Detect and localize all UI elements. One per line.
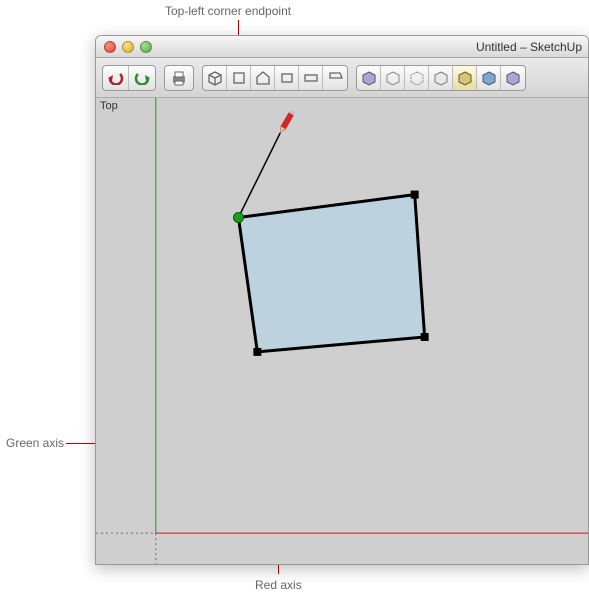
top-icon: [327, 70, 343, 86]
view-top-button[interactable]: [251, 66, 275, 90]
pencil-cursor: [278, 110, 296, 135]
redo-button[interactable]: [129, 66, 155, 90]
app-window: Untitled – SketchUp: [95, 35, 589, 565]
rubber-band-line: [238, 133, 280, 218]
undo-button[interactable]: [103, 66, 129, 90]
callout-top-label: Top-left corner endpoint: [165, 4, 291, 18]
redo-icon: [133, 71, 151, 85]
cube4-icon: [433, 70, 449, 86]
close-button[interactable]: [104, 41, 116, 53]
view-iso-button[interactable]: [203, 66, 227, 90]
window-title: Untitled – SketchUp: [476, 40, 582, 54]
print-icon: [170, 70, 188, 86]
print-button[interactable]: [164, 65, 194, 91]
corner-se: [421, 333, 429, 341]
style-4-button[interactable]: [429, 66, 453, 90]
cube1-icon: [361, 70, 377, 86]
style-2-button[interactable]: [381, 66, 405, 90]
drawn-face: [238, 195, 424, 352]
drawing-canvas: [96, 98, 588, 564]
view-left-button[interactable]: [323, 66, 347, 90]
callout-left-label: Green axis: [6, 436, 64, 450]
style-5-button[interactable]: [453, 66, 477, 90]
front-icon: [231, 70, 247, 86]
face-style-group: [356, 65, 526, 91]
undo-redo-group: [102, 65, 156, 91]
corner-ne: [411, 191, 419, 199]
style-6-button[interactable]: [477, 66, 501, 90]
viewport[interactable]: Top: [96, 98, 588, 564]
minimize-button[interactable]: [122, 41, 134, 53]
cube6-icon: [481, 70, 497, 86]
style-3-button[interactable]: [405, 66, 429, 90]
cube7-icon: [505, 70, 521, 86]
callout-bottom-label: Red axis: [255, 578, 302, 592]
traffic-lights: [104, 41, 152, 53]
view-front-button[interactable]: [227, 66, 251, 90]
cube5-icon: [457, 70, 473, 86]
view-back-button[interactable]: [299, 66, 323, 90]
zoom-button[interactable]: [140, 41, 152, 53]
standard-views-group: [202, 65, 348, 91]
iso-icon: [207, 70, 223, 86]
cube3-icon: [409, 70, 425, 86]
view-right-button[interactable]: [275, 66, 299, 90]
cube2-icon: [385, 70, 401, 86]
titlebar: Untitled – SketchUp: [96, 36, 588, 58]
corner-sw: [253, 348, 261, 356]
side-icon: [279, 70, 295, 86]
style-1-button[interactable]: [357, 66, 381, 90]
toolbar: [96, 58, 588, 98]
rect-icon: [303, 70, 319, 86]
house-icon: [255, 70, 271, 86]
endpoint-marker: [233, 213, 243, 223]
style-7-button[interactable]: [501, 66, 525, 90]
undo-icon: [107, 71, 125, 85]
